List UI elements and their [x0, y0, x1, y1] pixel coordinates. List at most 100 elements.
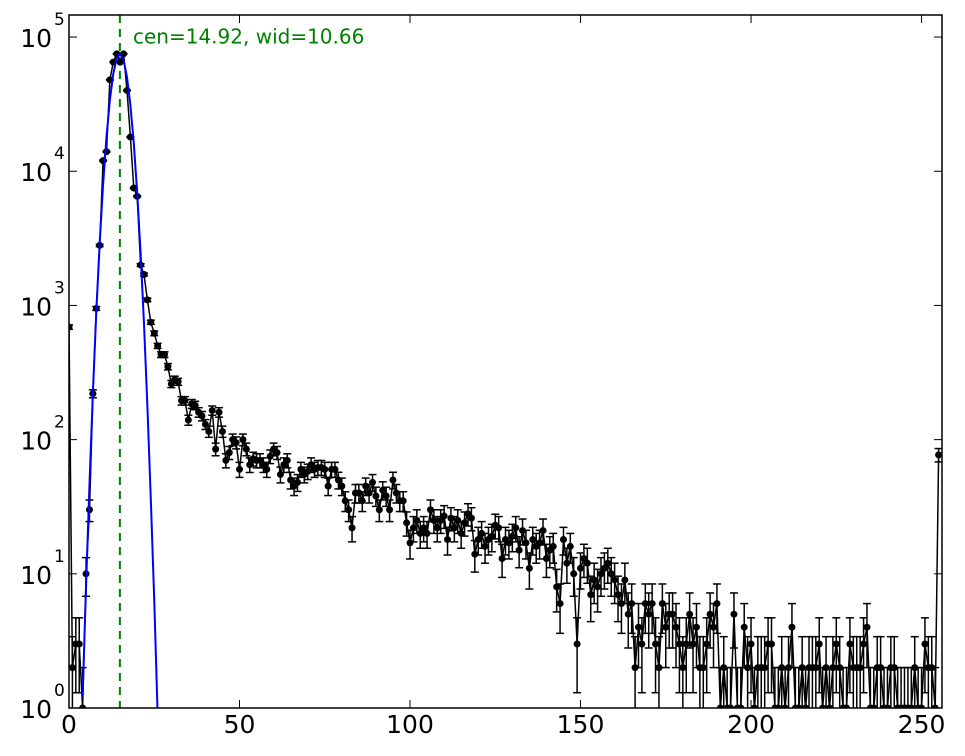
data-point [655, 664, 663, 672]
data-point [236, 465, 244, 473]
data-point [883, 704, 891, 708]
data-point [604, 559, 612, 567]
data-point [283, 456, 291, 464]
data-point [542, 555, 550, 563]
data-point [379, 486, 387, 494]
data-point [614, 591, 622, 599]
data-point [621, 576, 629, 584]
data-point [583, 559, 591, 567]
data-point [433, 524, 441, 532]
data-point [921, 640, 929, 648]
data-point [461, 519, 469, 527]
data-point [444, 536, 452, 544]
data-point [154, 342, 162, 350]
data-point [703, 640, 711, 648]
data-point [931, 704, 939, 708]
data-point [767, 640, 775, 648]
y-tick-exponent: 3 [54, 278, 65, 298]
data-point [549, 542, 557, 550]
x-tick-label: 100 [386, 710, 434, 739]
y-tick-exponent: 0 [54, 681, 65, 701]
data-point [716, 704, 724, 708]
data-point [430, 516, 438, 524]
data-point [774, 704, 782, 708]
data-point [345, 506, 353, 514]
data-point [740, 623, 748, 631]
data-point [365, 489, 373, 497]
data-point [744, 664, 752, 672]
data-point [529, 536, 537, 544]
data-point [293, 478, 301, 486]
data-point [553, 583, 561, 591]
data-point [382, 492, 390, 500]
data-point [160, 351, 168, 359]
data-point [181, 397, 189, 405]
data-point [164, 363, 172, 371]
x-tick-label: 0 [61, 710, 77, 739]
data-point [652, 640, 660, 648]
data-point [590, 576, 598, 584]
data-point [348, 524, 356, 532]
x-tick-label: 250 [898, 710, 946, 739]
data-point [634, 623, 642, 631]
data-point [471, 550, 479, 558]
data-point [624, 610, 632, 618]
data-point [802, 704, 810, 708]
data-point [420, 524, 428, 532]
data-point [130, 184, 138, 192]
data-point [225, 449, 233, 457]
data-point [147, 318, 155, 326]
data-point [577, 564, 585, 572]
data-point [641, 600, 649, 608]
data-point [727, 704, 735, 708]
data-point [406, 539, 414, 547]
data-point [413, 516, 421, 524]
data-point [321, 465, 329, 473]
data-point [215, 408, 223, 416]
data-point [689, 640, 697, 648]
data-point [423, 529, 431, 537]
x-tick-label: 50 [224, 710, 256, 739]
data-point [212, 445, 220, 453]
data-point [369, 478, 377, 486]
data-point [362, 482, 370, 490]
annotation: cen=14.92, wid=10.66 [133, 25, 364, 49]
data-point [198, 412, 206, 420]
data-point [392, 489, 400, 497]
data-point [730, 610, 738, 618]
y-tick-label: 10 [20, 561, 52, 590]
data-point [570, 570, 578, 578]
x-tick-label: 200 [727, 710, 775, 739]
data-point [870, 704, 878, 708]
y-tick-exponent: 1 [54, 547, 65, 567]
data-point [273, 449, 281, 457]
data-point [79, 704, 87, 708]
data-point [242, 445, 250, 453]
data-point [539, 527, 547, 535]
data-point [781, 704, 789, 708]
data-point [205, 427, 213, 435]
data-point [815, 640, 823, 648]
data-point [750, 704, 758, 708]
data-point [304, 467, 312, 475]
data-point [416, 529, 424, 537]
data-point [559, 536, 567, 544]
data-point [174, 378, 182, 386]
data-point [587, 591, 595, 599]
data-point [263, 465, 271, 473]
data-point [935, 451, 942, 459]
data-point [679, 664, 687, 672]
data-point [454, 516, 462, 524]
data-point [825, 704, 833, 708]
data-point [662, 623, 670, 631]
data-point [648, 600, 656, 608]
data-point [669, 610, 677, 618]
y-tick-exponent: 4 [54, 144, 65, 164]
y-tick-exponent: 5 [54, 10, 65, 30]
data-point [474, 536, 482, 544]
data-point [324, 482, 332, 490]
data-point [338, 482, 346, 490]
data-point [788, 623, 796, 631]
